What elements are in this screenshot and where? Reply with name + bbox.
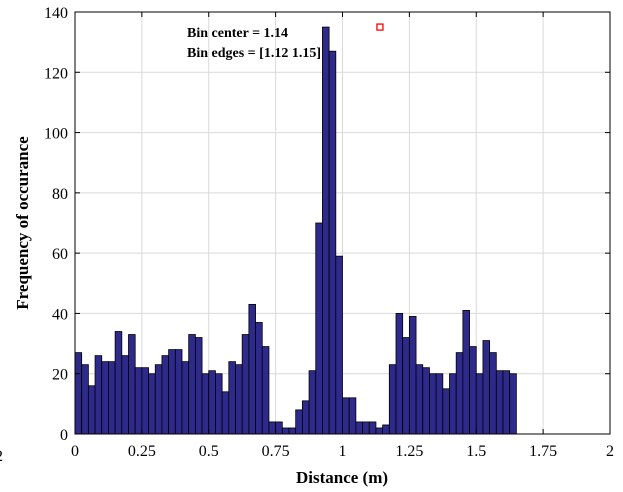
x-tick-label: 0.75 <box>262 443 290 460</box>
histogram-bar <box>235 364 243 435</box>
histogram-bar <box>281 427 290 435</box>
histogram-bar <box>74 352 83 435</box>
histogram-bar <box>174 349 183 435</box>
x-tick-label: 1.25 <box>395 443 423 460</box>
x-tick-label: 1.75 <box>529 443 557 460</box>
histogram-bar <box>101 361 109 435</box>
histogram-bar <box>355 421 363 435</box>
histogram-bar <box>188 334 196 435</box>
histogram-bar <box>268 421 277 435</box>
histogram-bar <box>201 373 210 435</box>
histogram-bar <box>81 364 89 435</box>
x-tick-label: 2 <box>606 443 614 460</box>
x-tick-label: 1 <box>339 443 347 460</box>
histogram-bar <box>161 355 170 435</box>
histogram-bar <box>194 337 203 435</box>
histogram-bar <box>255 322 263 435</box>
histogram-bar <box>134 367 143 435</box>
histogram-bar <box>395 313 404 435</box>
y-tick-label: 80 <box>52 186 68 203</box>
histogram-bar <box>402 337 410 435</box>
histogram-bar <box>502 370 511 435</box>
annotation-bin-edges: Bin edges = [1.12 1.15] <box>187 46 321 61</box>
y-tick-label: 20 <box>52 367 68 384</box>
histogram-bar <box>94 355 103 435</box>
histogram-bar <box>388 364 397 435</box>
histogram-bar <box>228 361 236 435</box>
histogram-bar <box>328 50 337 435</box>
histogram-bar <box>342 397 350 435</box>
histogram-bar <box>215 373 223 435</box>
histogram-bar <box>422 367 430 435</box>
histogram-bar <box>482 340 491 435</box>
histogram-bar <box>322 26 330 435</box>
histogram-bar <box>435 373 444 435</box>
histogram-bar <box>408 316 417 435</box>
histogram-bar <box>415 364 424 435</box>
y-tick-label: 120 <box>44 65 68 82</box>
histogram-bar <box>121 355 129 435</box>
histogram-bar <box>261 346 270 435</box>
histogram-bar <box>241 334 250 435</box>
y-axis-label: Frequency of occurance <box>13 136 32 310</box>
annotation-bin-center: Bin center = 1.14 <box>187 26 288 41</box>
y-tick-label: 0 <box>60 427 68 444</box>
histogram-bar <box>288 427 297 435</box>
x-tick-label: 1.5 <box>466 443 486 460</box>
x-tick-label: 0.25 <box>128 443 156 460</box>
histogram-bar <box>128 334 136 435</box>
histogram-bar <box>248 303 256 435</box>
histogram-bar <box>275 421 283 435</box>
y-tick-label: 60 <box>52 246 68 263</box>
histogram-bar <box>362 421 370 435</box>
histogram-bar <box>462 310 470 435</box>
histogram-bar <box>449 373 457 435</box>
histogram-bar <box>114 331 123 435</box>
x-tick-label: 0 <box>71 443 79 460</box>
histogram-bar <box>442 388 450 435</box>
histogram-bars <box>74 26 517 435</box>
histogram-bar <box>221 391 230 435</box>
histogram-bar <box>295 409 303 435</box>
histogram-bar <box>301 400 310 435</box>
histogram-bar <box>335 255 343 435</box>
x-axis-label: Distance (m) <box>296 468 388 487</box>
histogram-bar <box>489 352 497 435</box>
histogram-bar <box>509 373 517 435</box>
x-axis-ticks: 0 0.25 0.5 0.75 1 1.25 1.5 1.75 2 <box>71 12 614 460</box>
histogram-bar <box>315 222 323 435</box>
histogram-bar <box>108 361 116 435</box>
histogram-bar <box>495 370 504 435</box>
histogram-bar <box>375 427 384 435</box>
histogram-bar <box>429 373 437 435</box>
y-tick-label: 40 <box>52 306 68 323</box>
histogram-bar <box>469 346 477 435</box>
y-tick-label: 100 <box>44 126 68 143</box>
histogram-bar <box>154 364 163 435</box>
histogram-bar <box>382 424 390 435</box>
histogram-bar <box>348 397 357 435</box>
histogram-bar <box>308 370 317 435</box>
y-axis-ticks: 0 20 40 60 80 100 120 140 <box>44 5 610 444</box>
histogram-bar <box>168 349 176 435</box>
histogram-bar <box>208 370 216 435</box>
histogram-bar <box>148 373 156 435</box>
y-tick-label: 140 <box>44 5 68 22</box>
histogram-bar <box>87 385 96 435</box>
histogram-bar <box>181 361 190 435</box>
stray-tick-label: 2 <box>0 448 3 465</box>
histogram-bar <box>475 373 484 435</box>
peak-marker <box>376 23 384 31</box>
histogram-bar <box>455 352 464 435</box>
histogram-bar <box>141 367 149 435</box>
x-tick-label: 0.5 <box>199 443 219 460</box>
histogram-bar <box>368 421 377 435</box>
